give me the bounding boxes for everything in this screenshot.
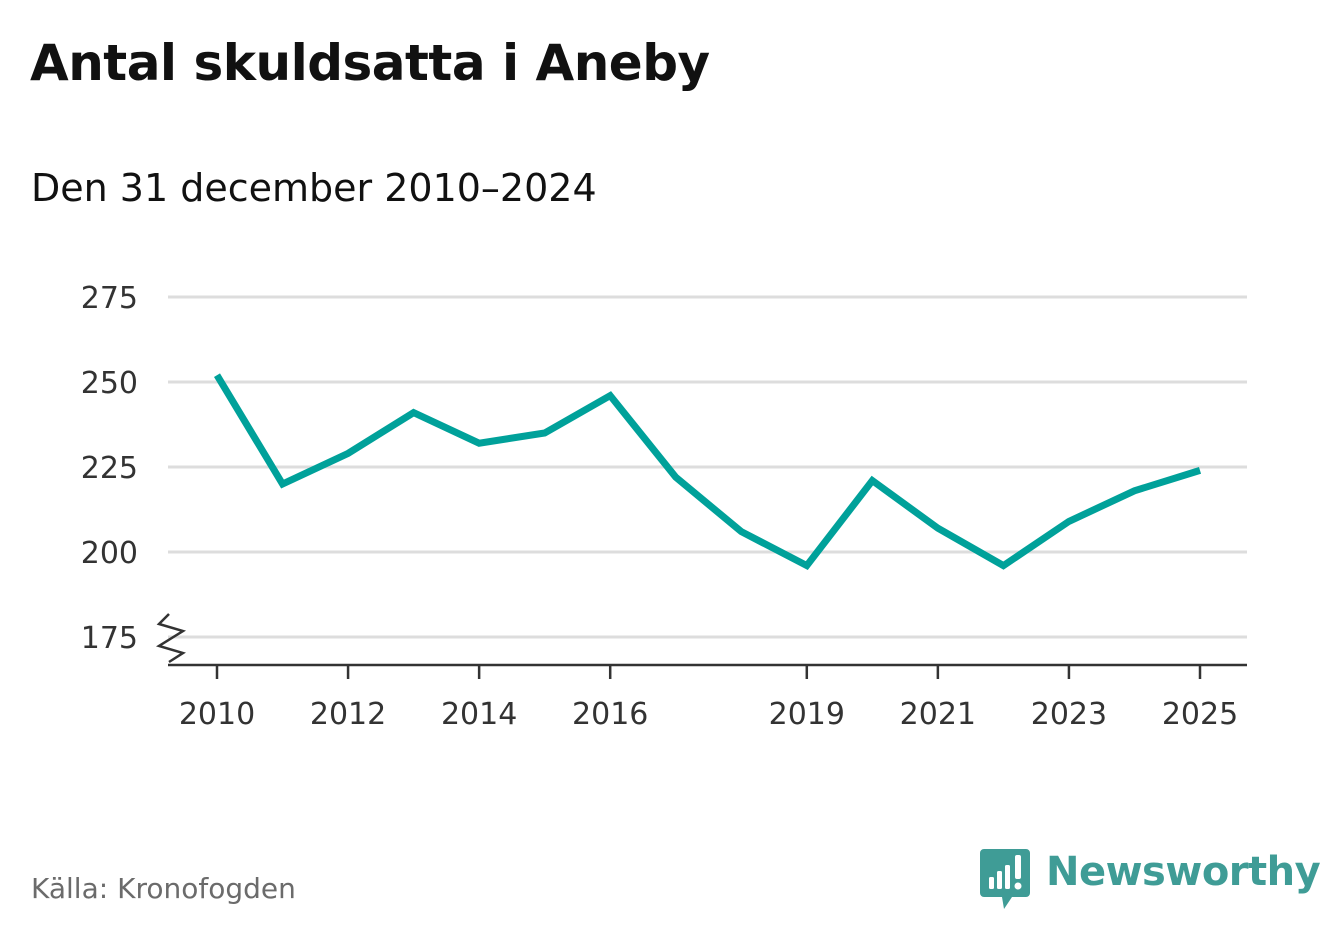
y-tick-label-200: 200	[81, 536, 138, 571]
series-line-0	[214, 373, 1202, 571]
newsworthy-logo-icon	[980, 849, 1030, 909]
x-tick-label-2023: 2023	[1031, 697, 1107, 732]
x-tick-label-2014: 2014	[441, 697, 517, 732]
chart-subtitle: Den 31 december 2010–2024	[31, 166, 597, 210]
y-axis-break-icon	[155, 613, 187, 664]
x-tick-label-2019: 2019	[769, 697, 845, 732]
y-tick-label-275: 275	[81, 281, 138, 316]
grid-lines	[168, 295, 1247, 639]
y-tick-label-225: 225	[81, 451, 138, 486]
line-chart: 175 200 225 250 275 2010 2012 2014 2016 2019 2021…	[81, 281, 1247, 732]
y-axis-tick-labels: 175 200 225 250 275	[81, 281, 138, 656]
x-tick-label-2016: 2016	[572, 697, 648, 732]
brand-name: Newsworthy	[1046, 849, 1321, 895]
y-tick-label-250: 250	[81, 366, 138, 401]
source-note: Källa: Kronofogden	[31, 872, 296, 905]
axis-break-zigzag	[155, 613, 187, 664]
chart-title: Antal skuldsatta i Aneby	[30, 34, 710, 92]
x-tick-label-2025: 2025	[1162, 697, 1238, 732]
series-group	[214, 373, 1202, 571]
x-tick-label-2012: 2012	[310, 697, 386, 732]
brand-logo: Newsworthy	[980, 849, 1321, 911]
y-tick-label-175: 175	[81, 621, 138, 656]
x-tick-label-2021: 2021	[900, 697, 976, 732]
x-axis: 2010 2012 2014 2016 2019 2021 2023 2025	[168, 663, 1247, 732]
x-tick-label-2010: 2010	[179, 697, 255, 732]
